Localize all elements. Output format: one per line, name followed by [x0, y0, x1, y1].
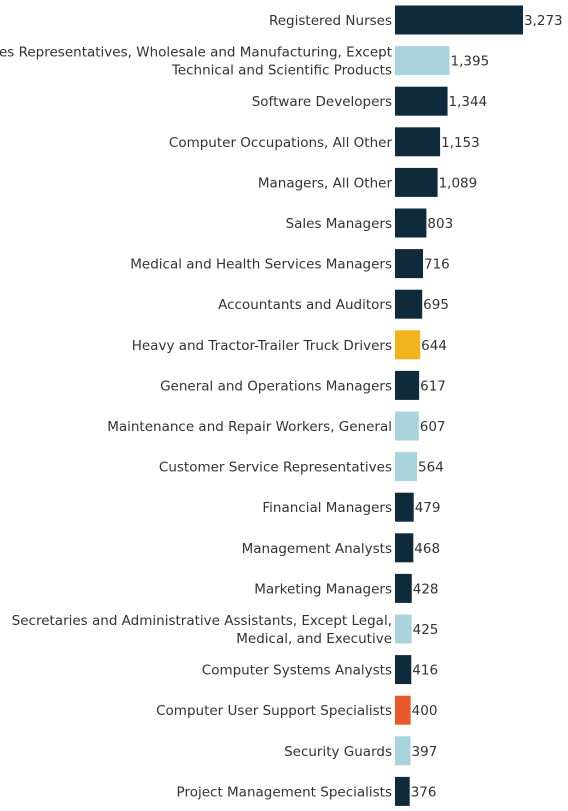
bar — [395, 86, 448, 116]
data-label: 803 — [427, 216, 453, 232]
category-label-line: Computer Occupations, All Other — [169, 135, 393, 151]
data-label: 479 — [415, 500, 441, 516]
category-label: Project Management Specialists — [177, 784, 392, 800]
category-label-line: Computer Systems Analysts — [202, 663, 392, 679]
data-label: 617 — [420, 378, 446, 394]
bar — [395, 289, 423, 319]
data-label: 695 — [423, 297, 449, 313]
category-label: Computer User Support Specialists — [156, 703, 392, 719]
category-label-line: Project Management Specialists — [177, 784, 392, 800]
category-label: Managers, All Other — [258, 175, 393, 191]
category-label: General and Operations Managers — [160, 378, 392, 394]
category-label: Customer Service Representatives — [159, 460, 392, 476]
data-label: 416 — [412, 663, 438, 679]
category-label-line: Security Guards — [284, 744, 392, 760]
bar — [395, 736, 411, 766]
data-label: 376 — [411, 784, 437, 800]
data-label: 1,153 — [441, 135, 480, 151]
category-label-line: Accountants and Auditors — [218, 297, 392, 313]
category-label-line: Technical and Scientific Products — [171, 63, 392, 79]
bar — [395, 573, 412, 603]
data-label: 564 — [418, 460, 444, 476]
bar — [395, 533, 414, 563]
category-label-line: Registered Nurses — [269, 13, 392, 29]
bar — [395, 452, 418, 482]
data-label: 1,089 — [439, 175, 478, 191]
category-label: Computer Occupations, All Other — [169, 135, 393, 151]
bar — [395, 167, 438, 197]
bar — [395, 370, 420, 400]
bar — [395, 330, 421, 360]
data-label: 3,273 — [524, 13, 563, 29]
category-label: Medical and Health Services Managers — [130, 257, 392, 273]
data-label: 607 — [420, 419, 446, 435]
category-label: Sales Representatives, Wholesale and Man… — [0, 45, 392, 79]
bar — [395, 614, 412, 644]
bar — [395, 249, 424, 279]
category-label-line: Medical and Health Services Managers — [130, 257, 392, 273]
category-label: Computer Systems Analysts — [202, 663, 392, 679]
data-label: 644 — [421, 338, 447, 354]
bar — [395, 127, 441, 157]
category-label: Accountants and Auditors — [218, 297, 392, 313]
category-label-line: Sales Representatives, Wholesale and Man… — [0, 45, 392, 61]
data-label: 400 — [412, 703, 438, 719]
category-label: Maintenance and Repair Workers, General — [107, 419, 392, 435]
category-label-line: Maintenance and Repair Workers, General — [107, 419, 392, 435]
data-label: 1,395 — [451, 54, 490, 70]
category-label: Security Guards — [284, 744, 392, 760]
category-label-line: Software Developers — [252, 94, 392, 110]
bar — [395, 411, 419, 441]
category-label-line: Computer User Support Specialists — [156, 703, 392, 719]
category-label-line: Secretaries and Administrative Assistant… — [12, 613, 392, 629]
data-label: 716 — [424, 257, 450, 273]
category-label-line: Medical, and Executive — [236, 631, 392, 647]
data-label: 428 — [413, 581, 439, 597]
bar — [395, 492, 414, 522]
bar — [395, 46, 450, 76]
bars-group: 3,273 Registered Nurses 1,395 Sales Represe… — [0, 5, 563, 806]
category-label: Management Analysts — [242, 541, 392, 557]
category-label: Sales Managers — [286, 216, 392, 232]
data-label: 468 — [414, 541, 440, 557]
category-label: Heavy and Tractor-Trailer Truck Drivers — [132, 338, 392, 354]
bar — [395, 655, 412, 685]
category-label: Financial Managers — [262, 500, 392, 516]
category-label: Software Developers — [252, 94, 392, 110]
category-label: Registered Nurses — [269, 13, 392, 29]
category-label-line: Management Analysts — [242, 541, 392, 557]
category-label-line: Managers, All Other — [258, 175, 393, 191]
data-label: 425 — [413, 622, 439, 638]
bar — [395, 208, 427, 238]
category-label-line: Customer Service Representatives — [159, 460, 392, 476]
category-label-line: General and Operations Managers — [160, 378, 392, 394]
category-label: Marketing Managers — [254, 581, 392, 597]
category-label-line: Heavy and Tractor-Trailer Truck Drivers — [132, 338, 392, 354]
category-label-line: Sales Managers — [286, 216, 392, 232]
category-label: Secretaries and Administrative Assistant… — [12, 613, 392, 647]
data-label: 1,344 — [449, 94, 488, 110]
category-label-line: Marketing Managers — [254, 581, 392, 597]
data-label: 397 — [412, 744, 438, 760]
bar — [395, 776, 410, 806]
bar — [395, 695, 411, 725]
category-label-line: Financial Managers — [262, 500, 392, 516]
bar — [395, 5, 523, 35]
